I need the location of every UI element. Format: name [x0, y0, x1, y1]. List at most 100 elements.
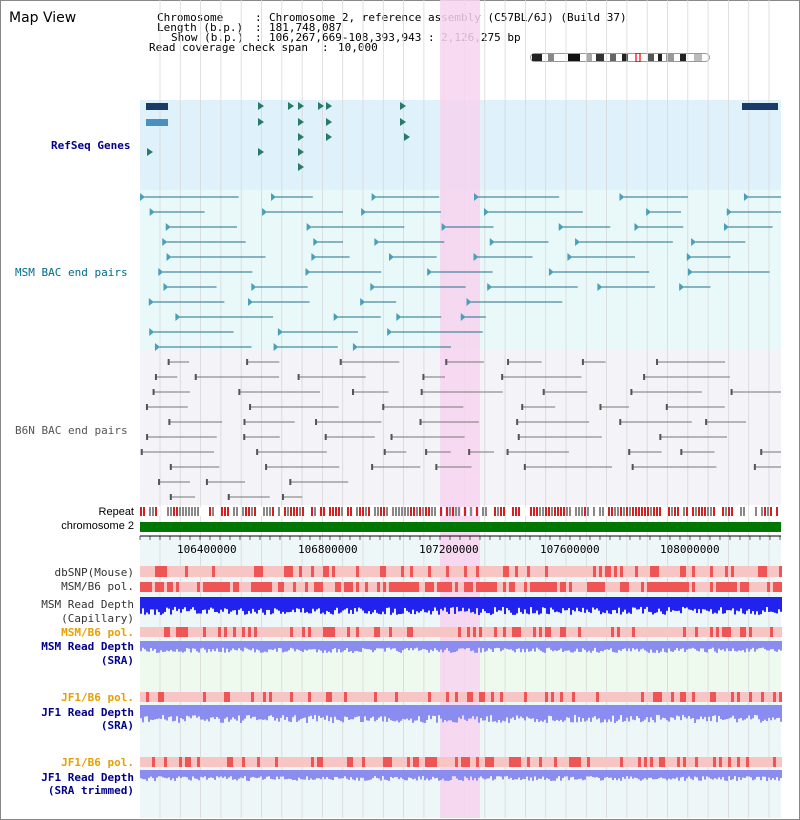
msm-depth-sra-bar [260, 641, 262, 653]
track-label-b6n-bac[interactable]: B6N BAC end pairs [15, 424, 128, 437]
jf1-b6-pol-heat [275, 692, 278, 702]
msm-depth-cap-bar [390, 597, 392, 615]
repeat-block [599, 507, 601, 516]
msm-b6-pol-heat [440, 582, 443, 592]
msm-bac-end [148, 298, 154, 306]
jf1-depth-sra-bar [296, 705, 298, 722]
msm-b6-pol-heat-2 [221, 627, 224, 637]
jf1-b6-pol-heat [254, 692, 257, 702]
dbsnp-heat [422, 566, 425, 577]
jf1-depth-trim-bar [422, 770, 424, 777]
jf1-depth-trim-bar [166, 770, 168, 779]
dbsnp-heat [440, 566, 443, 577]
msm-depth-cap-bar [728, 597, 730, 611]
jf1-b6-pol-heat-2 [578, 757, 581, 767]
jf1-b6-pol-heat-2 [233, 757, 236, 767]
msm-depth-cap-bar [684, 597, 686, 609]
chromosome-ideogram[interactable] [530, 53, 710, 62]
jf1-depth-sra-bar [180, 705, 182, 719]
repeat-block [707, 507, 709, 516]
msm-depth-sra-bar [548, 641, 550, 648]
repeat-block [284, 507, 286, 516]
msm-b6-pol-heat [524, 582, 527, 592]
msm-b6-pol-heat-2 [614, 627, 617, 637]
jf1-b6-pol-heat [566, 692, 569, 702]
msm-depth-sra-bar [240, 641, 242, 651]
repeat-block [311, 507, 313, 516]
msm-depth-cap-bar [374, 597, 376, 610]
msm-depth-cap-bar [780, 597, 782, 612]
jf1-depth-sra-bar [394, 705, 396, 722]
ruler-tick-label: 108000000 [660, 543, 720, 556]
msm-bac-end [473, 253, 479, 261]
msm-b6-pol-heat [620, 582, 623, 592]
jf1-depth-trim-bar [414, 770, 416, 779]
jf1-depth-sra-bar [188, 705, 190, 717]
repeat-block [359, 507, 361, 516]
jf1-depth-trim-bar [228, 770, 230, 778]
msm-depth-cap-bar [310, 597, 312, 614]
dbsnp-heat [245, 566, 248, 577]
msm-b6-pol-heat-2 [701, 627, 704, 637]
jf1-b6-pol-heat-2 [488, 757, 491, 767]
msm-b6-pol-heat-2 [728, 627, 731, 637]
jf1-depth-sra-bar [338, 705, 340, 721]
jf1-depth-sra-bar [528, 705, 530, 719]
jf1-b6-pol-heat [296, 692, 299, 702]
msm-depth-cap-bar [262, 597, 264, 613]
dbsnp-heat [350, 566, 353, 577]
repeat-block [638, 507, 640, 516]
jf1-b6-pol-heat [371, 692, 374, 702]
dbsnp-heat [572, 566, 575, 577]
jf1-b6-pol-heat [563, 692, 566, 702]
msm-depth-cap-bar [418, 597, 420, 613]
msm-b6-pol-heat-2 [494, 627, 497, 637]
jf1-depth-sra-bar [196, 705, 198, 718]
jf1-b6-pol-heat-2 [626, 757, 629, 767]
msm-depth-cap-bar [158, 597, 160, 613]
b6n-bac-end [542, 389, 545, 395]
msm-b6-pol-heat-2 [545, 627, 548, 637]
msm-b6-pol-heat [281, 582, 284, 592]
msm-b6-pol-heat-2 [770, 627, 773, 637]
repeat-block [320, 507, 322, 516]
msm-b6-pol-heat-2 [617, 627, 620, 637]
repeat-block [563, 507, 565, 516]
dbsnp-heat [575, 566, 578, 577]
jf1-depth-trim-bar [294, 770, 296, 780]
msm-b6-pol-heat [173, 582, 176, 592]
info-length-value: 181,748,087 [269, 21, 342, 34]
msm-b6-pol-heat-2 [656, 627, 659, 637]
vertical-scrollbar[interactable] [785, 1, 799, 817]
dbsnp-heat [443, 566, 446, 577]
dbsnp-heat [470, 566, 473, 577]
repeat-block [620, 507, 622, 516]
track-label-refseq[interactable]: RefSeq Genes [51, 139, 131, 152]
jf1-depth-sra-bar [168, 705, 170, 718]
msm-b6-pol-heat-2 [263, 627, 266, 637]
msm-b6-pol-heat [491, 582, 494, 592]
jf1-depth-trim-bar [478, 770, 480, 778]
msm-b6-pol-heat [419, 582, 422, 592]
msm-bac-end [634, 223, 640, 231]
msm-b6-pol-heat [509, 582, 512, 592]
msm-b6-pol-heat [575, 582, 578, 592]
msm-depth-sra-bar [228, 641, 230, 653]
info-show-label: Show (b.p.) [171, 31, 244, 44]
jf1-depth-sra-bar [552, 705, 554, 721]
dbsnp-heat [539, 566, 542, 577]
dbsnp-heat [671, 566, 674, 577]
jf1-depth-sra-bar [622, 705, 624, 722]
track-label-msm-bac[interactable]: MSM BAC end pairs [15, 266, 128, 279]
jf1-b6-pol-heat-2 [434, 757, 437, 767]
jf1-depth-trim-bar [300, 770, 302, 780]
msm-depth-cap-bar [286, 597, 288, 613]
msm-b6-pol-heat-2 [647, 627, 650, 637]
jf1-depth-trim-bar [354, 770, 356, 781]
dbsnp-heat [506, 566, 509, 577]
jf1-b6-pol-heat [719, 692, 722, 702]
jf1-b6-pol-heat [545, 692, 548, 702]
dbsnp-heat [647, 566, 650, 577]
msm-b6-pol-heat [374, 582, 377, 592]
